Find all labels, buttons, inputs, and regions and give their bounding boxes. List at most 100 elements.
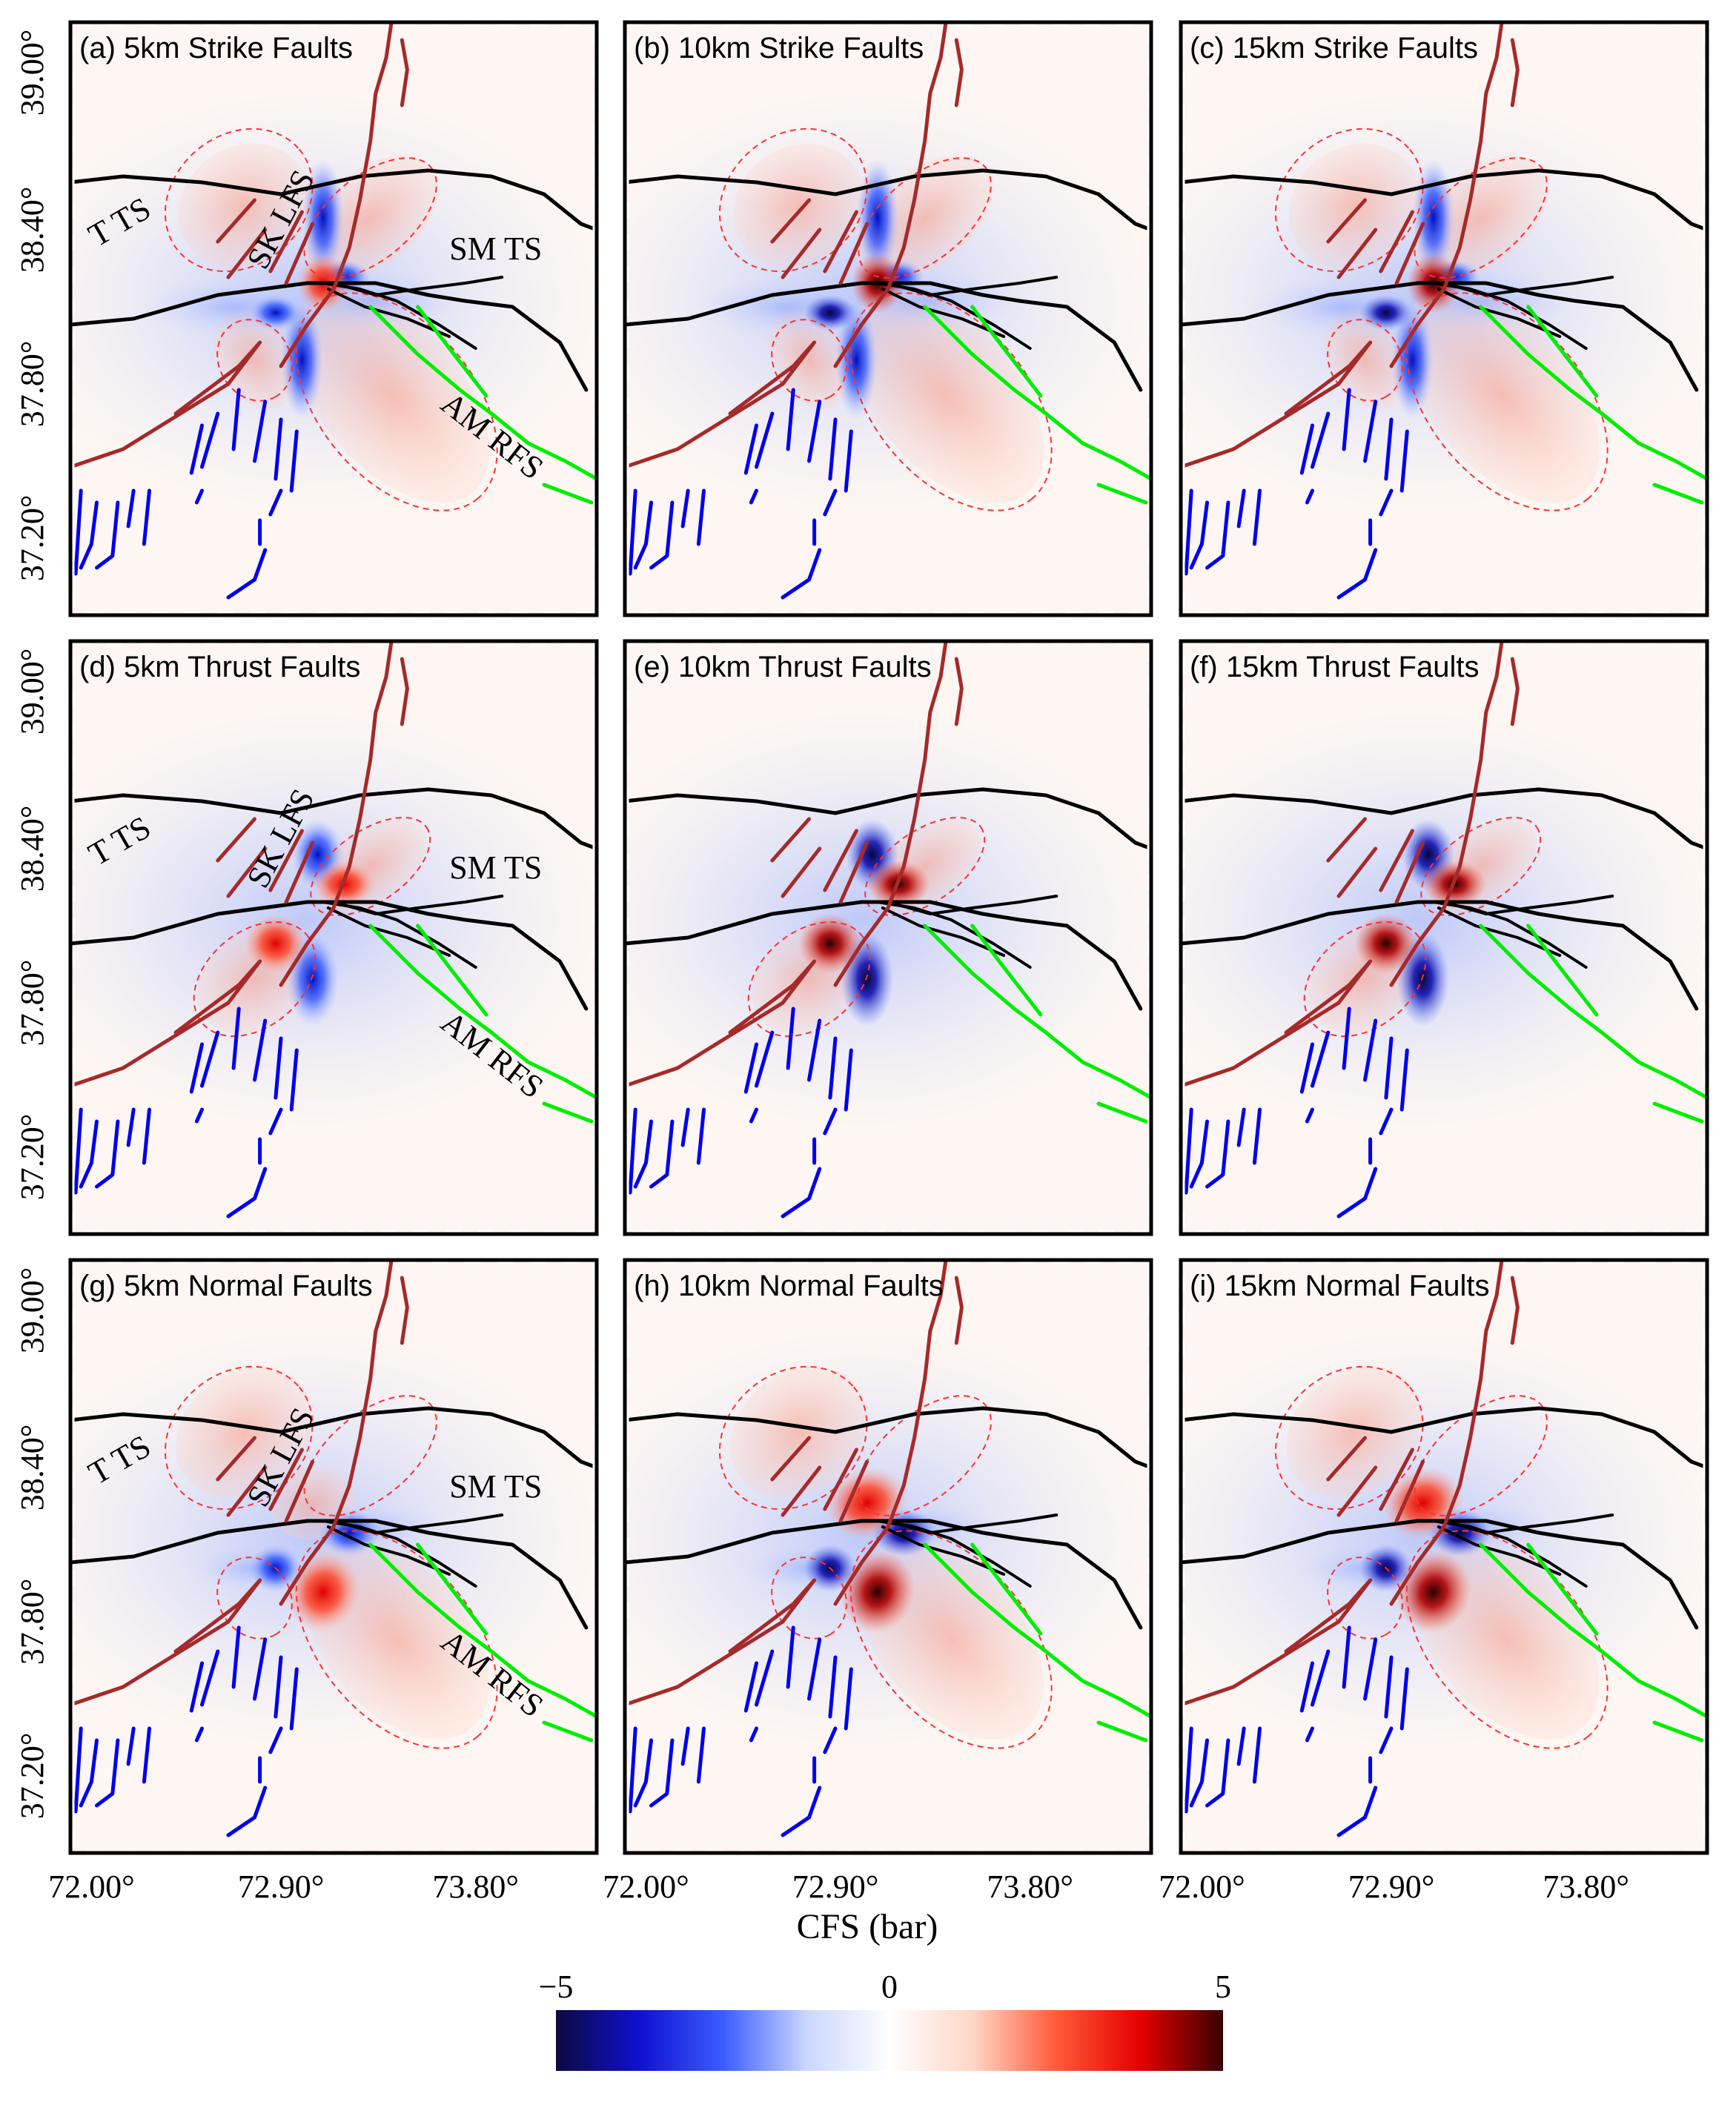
thrust-fault-line bbox=[1181, 900, 1699, 1011]
blue-fault-line bbox=[194, 488, 204, 505]
am-rfs-fault-line bbox=[1479, 1542, 1707, 1719]
am-rfs-fault-line bbox=[542, 1101, 594, 1124]
blue-fault-line bbox=[628, 488, 637, 576]
sk-lfs-fault-line bbox=[1181, 1578, 1373, 1707]
blue-fault-line bbox=[807, 1637, 822, 1701]
sk-lfs-fault-line bbox=[833, 22, 948, 368]
zero-contour bbox=[858, 157, 992, 279]
sk-lfs-fault-line bbox=[1389, 1260, 1504, 1606]
sk-lfs-fault-line bbox=[268, 1448, 304, 1511]
blue-fault-line bbox=[1399, 1048, 1409, 1112]
sk-lfs-fault-line bbox=[216, 198, 256, 244]
panel-frame bbox=[623, 1258, 1153, 1855]
blue-fault-line bbox=[226, 1167, 268, 1219]
cfs-field bbox=[625, 1260, 1151, 1837]
cfs-lobe bbox=[835, 301, 878, 420]
x-tick-label: 73.80° bbox=[987, 1869, 1073, 1905]
sm-ts-fault-line bbox=[332, 276, 504, 296]
panel-frame bbox=[1179, 1258, 1709, 1855]
thrust-fault-line bbox=[70, 1519, 589, 1630]
cfs-lobe bbox=[176, 1366, 313, 1498]
blue-fault-line bbox=[200, 1030, 220, 1088]
blue-fault-line bbox=[79, 1119, 99, 1189]
am-rfs-fault-line bbox=[1652, 1101, 1704, 1124]
cfs-lobe bbox=[798, 914, 862, 973]
blue-fault-line bbox=[823, 1726, 838, 1754]
zero-contour bbox=[1405, 292, 1609, 511]
blue-fault-line bbox=[73, 1107, 83, 1195]
blue-fault-line bbox=[1252, 488, 1262, 546]
blue-fault-line bbox=[1299, 1661, 1314, 1713]
sk-lfs-fault-line bbox=[1510, 38, 1520, 107]
sk-lfs-fault-line bbox=[279, 22, 394, 368]
am-rfs-fault-line bbox=[923, 924, 1151, 1100]
sk-lfs-fault-line bbox=[1181, 959, 1373, 1088]
y-tick-label: 37.20° bbox=[14, 1114, 50, 1201]
am-rfs-fault-line bbox=[1096, 483, 1148, 505]
sk-lfs-fault-line bbox=[1336, 846, 1378, 898]
cfs-lobe bbox=[249, 295, 302, 331]
am-rfs-fault-line bbox=[1652, 1720, 1704, 1743]
sm-ts-fault-line bbox=[881, 288, 1006, 338]
zero-contour bbox=[216, 1556, 293, 1640]
sm-ts-fault-line bbox=[326, 906, 451, 957]
x-tick-label: 72.90° bbox=[238, 1869, 325, 1905]
zero-contour bbox=[216, 319, 293, 402]
panel-title: (b) 10km Strike Faults bbox=[634, 32, 924, 64]
x-tick-label: 72.00° bbox=[48, 1869, 135, 1905]
zero-contour bbox=[1274, 127, 1424, 273]
sk-lfs-fault-line bbox=[823, 1448, 858, 1511]
sk-lfs-fault-line bbox=[226, 846, 268, 898]
blue-fault-line bbox=[696, 1726, 706, 1784]
blue-fault-line bbox=[189, 1661, 204, 1713]
sk-lfs-fault-line bbox=[284, 1459, 315, 1523]
sk-lfs-fault-line bbox=[1336, 228, 1378, 279]
am-rfs-fault-line bbox=[1652, 483, 1704, 505]
blue-fault-line bbox=[649, 1738, 675, 1808]
blue-fault-line bbox=[1399, 1667, 1409, 1731]
sm-ts-fault-line bbox=[1442, 895, 1614, 915]
cfs-lobe bbox=[281, 301, 323, 420]
zero-contour bbox=[849, 1530, 1053, 1749]
blue-fault-line bbox=[1189, 1119, 1209, 1189]
sk-lfs-fault-line bbox=[823, 210, 858, 273]
thrust-fault-line bbox=[1181, 1406, 1707, 1470]
sk-lfs-fault-line bbox=[1336, 1465, 1378, 1517]
x-tick-label: 73.80° bbox=[432, 1869, 519, 1905]
blue-fault-line bbox=[1189, 500, 1209, 570]
blue-fault-line bbox=[1305, 488, 1314, 505]
zero-contour bbox=[771, 319, 847, 402]
am-rfs-fault-line bbox=[368, 924, 597, 1100]
zero-contour bbox=[1414, 157, 1548, 279]
sm-ts-fault-line bbox=[1437, 906, 1562, 957]
blue-fault-line bbox=[1236, 1726, 1246, 1766]
blue-fault-line bbox=[1379, 1107, 1394, 1135]
blue-fault-line bbox=[844, 1667, 853, 1731]
sk-lfs-fault-line bbox=[1181, 340, 1373, 469]
sm-ts-fault-line bbox=[1442, 1513, 1614, 1534]
sk-lfs-fault-line bbox=[1510, 657, 1520, 726]
blue-fault-line bbox=[828, 1655, 838, 1719]
x-tick-label: 72.00° bbox=[603, 1869, 689, 1905]
cfs-field bbox=[1181, 1260, 1707, 1837]
am-rfs-fault-line bbox=[923, 305, 1151, 481]
blue-fault-line bbox=[1363, 399, 1378, 463]
blue-fault-line bbox=[289, 1667, 299, 1731]
sk-lfs-fault-line bbox=[1510, 1276, 1520, 1345]
sk-lfs-fault-line bbox=[268, 210, 304, 273]
blue-fault-line bbox=[289, 1048, 299, 1112]
y-tick-label: 37.80° bbox=[14, 1579, 50, 1665]
cfs-field bbox=[625, 641, 1151, 1219]
blue-fault-line bbox=[828, 1036, 838, 1100]
am-rfs-fault-line bbox=[1479, 305, 1707, 481]
cfs-field bbox=[70, 1260, 597, 1837]
map-panel: (i) 15km Normal Faults bbox=[1179, 1258, 1709, 1855]
blue-fault-line bbox=[1363, 1018, 1378, 1082]
panel-frame bbox=[68, 20, 599, 617]
blue-fault-line bbox=[200, 1649, 220, 1707]
sk-lfs-fault-line bbox=[400, 1276, 409, 1345]
zero-contour bbox=[1327, 319, 1403, 402]
blue-fault-line bbox=[268, 488, 283, 517]
